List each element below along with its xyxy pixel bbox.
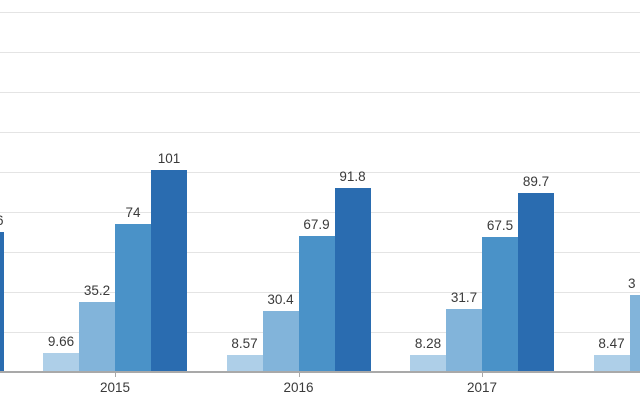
- bar-value-label: 35.2: [83, 282, 111, 298]
- bar-2016-series-2: [262, 311, 299, 372]
- bar-2015-series-2: [79, 301, 115, 372]
- gridline: [0, 172, 640, 173]
- bar-2018-series-1: [593, 355, 630, 372]
- x-axis-label: 2017: [466, 380, 498, 395]
- x-axis-tick: [482, 372, 483, 377]
- x-axis-label: 2016: [283, 380, 314, 395]
- bar-2014-series-4: [0, 232, 4, 372]
- bar-value-label: 30.4: [267, 292, 294, 308]
- bar-2016-series-3: [298, 236, 335, 372]
- bar-2015-series-3: [115, 224, 151, 372]
- bar-value-label: 74: [125, 205, 141, 220]
- bar-2015-series-1: [43, 352, 79, 372]
- bar-value-label: 8.47: [598, 336, 625, 352]
- x-axis-tick: [298, 372, 300, 377]
- bar-value-label: 8.57: [231, 335, 258, 351]
- bar-value-label: 89.7: [522, 173, 550, 189]
- bar-value-label: 101: [157, 151, 181, 166]
- x-axis-label: 2015: [99, 380, 131, 395]
- bar-2016-series-4: [334, 188, 371, 372]
- x-axis-tick: [115, 372, 116, 377]
- bar-2017-series-1: [410, 355, 446, 372]
- bar-2018-series-2: [629, 295, 640, 372]
- bar-2015-series-4: [151, 170, 187, 372]
- bar-2017-series-2: [446, 308, 482, 372]
- bar-value-label: 67.9: [303, 217, 330, 233]
- gridline: [0, 12, 640, 13]
- bar-value-label: 6: [0, 213, 16, 229]
- bar-value-label: 9.66: [47, 333, 75, 349]
- bar-value-label: 31.7: [450, 289, 478, 305]
- x-axis-line: [0, 371, 640, 373]
- gridline: [0, 92, 640, 93]
- gridline: [0, 212, 640, 213]
- bar-value-label: 91.8: [339, 169, 366, 185]
- gridline: [0, 132, 640, 133]
- bar-value-label: 67.5: [486, 218, 514, 233]
- bar-2017-series-4: [518, 192, 554, 372]
- bar-2016-series-1: [226, 354, 263, 372]
- bar-value-label: 8.28: [414, 336, 442, 352]
- bar-2017-series-3: [482, 237, 518, 372]
- bar-value-label: 3: [628, 276, 636, 292]
- gridline: [0, 52, 640, 53]
